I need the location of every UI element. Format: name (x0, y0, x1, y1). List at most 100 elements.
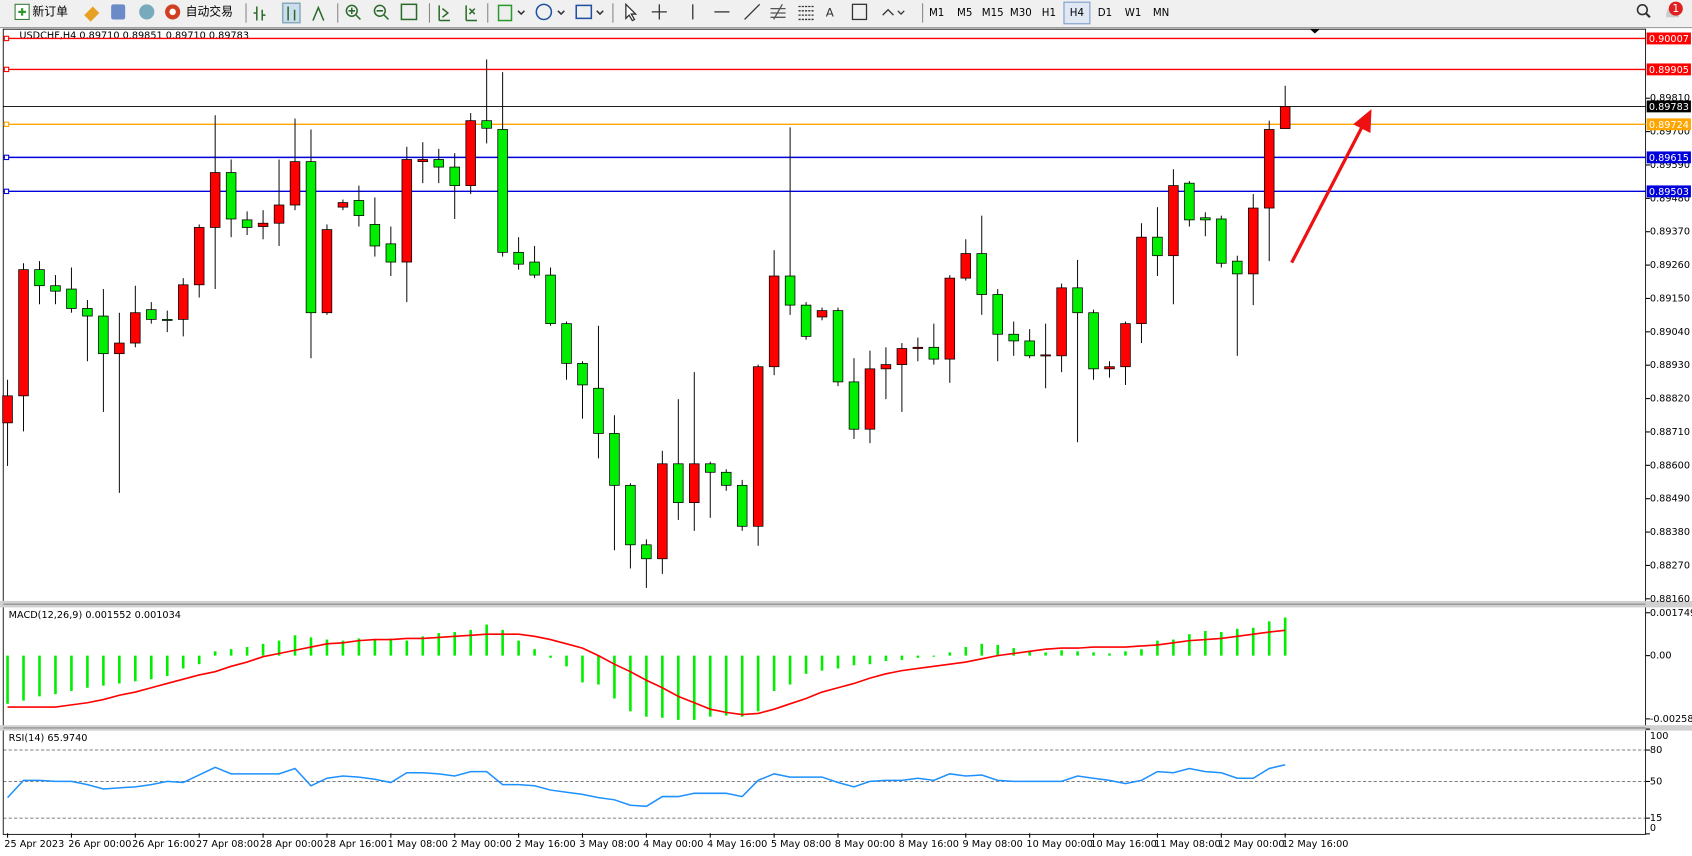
x-tick-label: 12 May 16:00 (1282, 839, 1348, 850)
x-tick-label: 3 May 08:00 (579, 839, 639, 850)
histogram-bar (677, 655, 680, 720)
candle-body (497, 129, 508, 253)
level-line-label: 0.89905 (1649, 65, 1689, 76)
timeframe-button[interactable]: W1 (1125, 7, 1142, 19)
timeframe-button[interactable]: M15 (982, 7, 1004, 19)
candle-body (337, 202, 349, 208)
histogram-bar (708, 655, 712, 717)
tool-icon[interactable] (139, 4, 155, 20)
level-line-label: 0.89503 (1649, 187, 1689, 198)
histogram-bar (756, 655, 760, 712)
y-tick-label: 0.001749 (1650, 608, 1692, 619)
timeframe-button[interactable]: D1 (1098, 7, 1112, 19)
level-line-label-bg (1646, 118, 1691, 131)
timeframe-button[interactable]: H1 (1042, 7, 1056, 19)
search-button[interactable] (1636, 4, 1651, 19)
histogram-bar (70, 655, 73, 691)
level-line-label-bg (1646, 151, 1691, 164)
bid-line-label: 0.89783 (1649, 102, 1689, 113)
y-tick-label: 0.89370 (1650, 227, 1690, 238)
candle-body (1088, 312, 1099, 370)
toolbar-separators (245, 3, 924, 23)
y-tick-label: 0.88380 (1650, 527, 1690, 538)
candle-body (465, 120, 476, 186)
toolbar: 新订单 自动交易 A M (14, 1, 1683, 25)
candle-body (369, 224, 381, 247)
histogram-bar (645, 655, 648, 717)
candle-body (928, 346, 940, 360)
x-tick-label: 5 May 08:00 (771, 839, 831, 850)
timeframe-button[interactable]: M5 (957, 7, 972, 19)
timeframe-button[interactable]: MN (1153, 7, 1170, 19)
candle-body (1072, 287, 1083, 314)
histogram-bar (1172, 639, 1175, 656)
text-tool[interactable]: A (826, 5, 835, 19)
candle-body (705, 463, 716, 473)
histogram-bar (820, 655, 824, 671)
candle-body (82, 308, 93, 317)
new-order-label[interactable]: 新订单 (32, 4, 68, 18)
level-line-handle (3, 35, 10, 42)
candle-body (752, 366, 764, 527)
histogram-bar (852, 655, 856, 666)
x-tick-label: 4 May 16:00 (707, 839, 767, 850)
histogram-bar (581, 655, 584, 683)
histogram-bar (1076, 651, 1079, 656)
candle-body (1120, 323, 1131, 368)
histogram-bar (549, 655, 552, 658)
candle-body (66, 288, 77, 309)
new-order-button[interactable]: 新订单 (14, 3, 68, 20)
candle-body (193, 227, 205, 286)
candle-body (593, 387, 604, 434)
histogram-bar (1188, 634, 1191, 656)
rsi-line (6, 764, 1286, 808)
candle-body (241, 219, 253, 228)
notification-badge[interactable]: 1 (1666, 1, 1683, 18)
active-timeframe[interactable] (1063, 1, 1091, 25)
candle-body (577, 363, 588, 386)
candle-body (481, 120, 492, 129)
level-line-handle (3, 66, 10, 73)
candle-body (689, 463, 700, 504)
candle-body (305, 161, 317, 314)
x-tick-label: 2 May 16:00 (515, 839, 575, 850)
signal-line (7, 629, 1286, 716)
x-tick-label: 8 May 16:00 (899, 839, 959, 850)
histogram-bar (1267, 621, 1271, 656)
candle-body (417, 159, 429, 163)
histogram-bar (165, 655, 169, 676)
x-tick-label: 1 May 08:00 (388, 839, 448, 850)
drawing-tools[interactable]: A (625, 2, 905, 22)
histogram-bar (421, 636, 425, 656)
candle-body (816, 310, 828, 318)
level-line-label-bg (1646, 63, 1691, 76)
x-tick-label: 2 May 00:00 (451, 839, 511, 850)
timeframe-button[interactable]: H4 (1070, 7, 1084, 19)
tool-icon[interactable] (111, 4, 126, 20)
x-tick-label: 8 May 00:00 (835, 839, 895, 850)
histogram-bar (1283, 617, 1287, 656)
chart-tools[interactable] (253, 2, 604, 24)
auto-trading-label[interactable]: 自动交易 (186, 4, 233, 18)
tool-icon[interactable] (84, 6, 100, 22)
candle-body (992, 294, 1003, 335)
y-tick-label: -0.002581 (1650, 714, 1692, 725)
histogram-bar (948, 652, 952, 656)
histogram-bar (1156, 640, 1159, 656)
candle-body (114, 342, 125, 355)
y-tick-label: 0.88930 (1650, 360, 1690, 371)
y-tick-label: 0.88270 (1650, 560, 1690, 571)
y-tick-label: 0.89260 (1650, 260, 1690, 271)
chart-plot: USDCHF,H4 0.89710 0.89851 0.89710 0.8978… (2, 31, 1692, 850)
histogram-bar (229, 649, 233, 656)
toolbar-bg (0, 0, 1692, 29)
auto-trading-button[interactable]: 自动交易 (165, 4, 233, 20)
timeframe-button[interactable]: M1 (929, 7, 944, 19)
histogram-bar (245, 647, 249, 656)
notification-count[interactable]: 1 (1672, 2, 1679, 15)
candle-body (625, 484, 636, 546)
timeframe-button[interactable]: M30 (1010, 7, 1032, 19)
candle-body (1248, 207, 1259, 275)
x-tick-label: 25 Apr 2023 (4, 839, 64, 850)
